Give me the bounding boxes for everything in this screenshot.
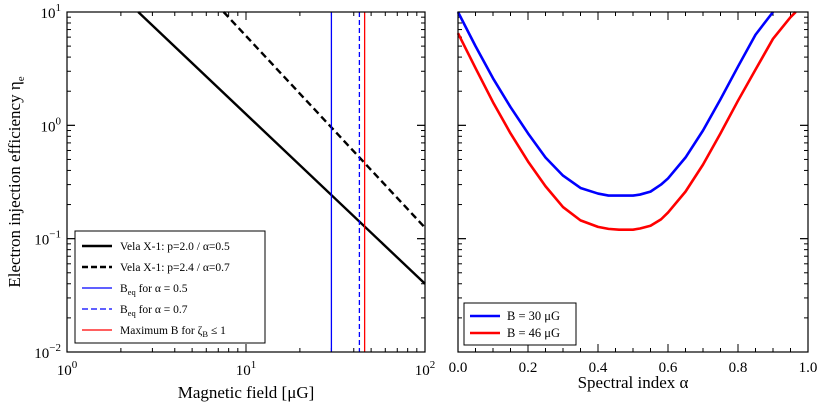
y-tick-label: 10−2 [34,342,61,362]
left-legend-items: Vela X-1: p=2.0 / α=0.5 Vela X-1: p=2.4 /… [82,241,230,339]
right-legend: B = 30 μG B = 46 μG [463,302,577,346]
right-tick-labels: 0.0 0.2 0.4 0.6 0.8 1.0 [449,360,818,376]
y-tick-label: 10−1 [34,229,61,249]
x-tick-label: 0.4 [589,360,608,376]
legend-label-2: Beq for α = 0.5 [120,283,188,297]
x-tick-label: 100 [57,359,78,379]
left-tick-labels: 100 101 102 10−2 10−1 100 101 [34,2,435,379]
legend-label-3: Beq for α = 0.7 [120,304,188,318]
left-panel: 100 101 102 10−2 10−1 100 101 Magnetic field [… [5,2,435,402]
right-legend-box [463,302,577,346]
left-plot-frame [66,11,426,353]
left-y-axis-label: Electron injection efficiency ηe [5,76,27,287]
legend-label-1: Vela X-1: p=2.4 / α=0.7 [120,262,230,274]
x-tick-label: 102 [415,359,436,379]
legend-label-1: B = 46 μG [507,326,560,340]
x-tick-label: 0.8 [729,360,748,376]
y-tick-label: 100 [41,115,62,135]
series-curve-1 [456,11,797,231]
right-panel: 0.0 0.2 0.4 0.6 0.8 1.0 Spectral index α B = … [449,11,818,392]
legend-label-0: Vela X-1: p=2.0 / α=0.5 [120,241,230,253]
right-legend-items: B = 30 μG B = 46 μG [470,309,560,340]
left-legend: Vela X-1: p=2.0 / α=0.5 Vela X-1: p=2.4 /… [74,230,266,344]
x-tick-label: 0.0 [449,360,468,376]
legend-label-4: Maximum B for ζB ≤ 1 [120,325,226,339]
left-x-axis-label: Magnetic field [μG] [178,383,315,402]
series-line-0 [137,11,426,285]
series-curve-0 [456,11,775,197]
x-tick-label: 0.2 [519,360,538,376]
right-x-axis-label: Spectral index α [578,373,689,392]
left-legend-box [74,230,266,344]
right-plot-frame [457,11,809,353]
legend-label-0: B = 30 μG [507,309,560,323]
series-line-1 [222,11,426,229]
right-ticks [457,11,809,353]
left-series [137,11,426,352]
y-tick-label: 101 [41,2,62,22]
x-tick-label: 0.6 [659,360,678,376]
x-tick-label: 101 [236,359,257,379]
right-series [456,11,797,231]
x-tick-label: 1.0 [799,360,818,376]
